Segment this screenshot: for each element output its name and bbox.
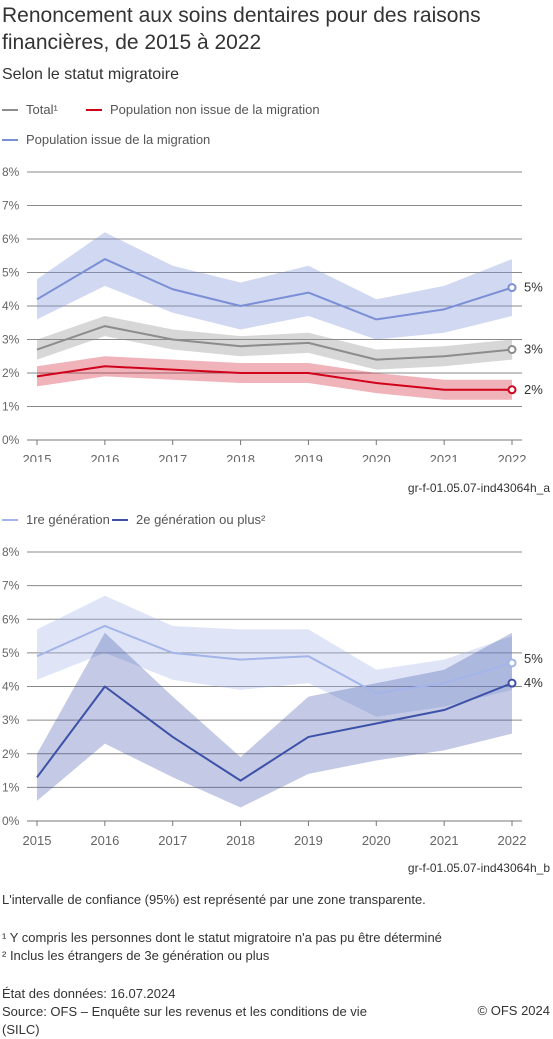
ci-band-total [37, 316, 512, 370]
y-tick-label: 8% [2, 165, 20, 179]
x-tick-label: 2016 [90, 833, 119, 848]
legend-a: Total¹ Population non issue de la migrat… [2, 100, 547, 150]
legend-swatch-migration [2, 138, 18, 141]
legend-item-non-migration: Population non issue de la migration [86, 102, 320, 117]
data-date: État des données: 16.07.2024 [2, 986, 176, 1001]
legend-item-second-gen: 2e génération ou plus² [112, 512, 265, 527]
x-tick-label: 2015 [23, 452, 52, 462]
legend-label-non-migration: Population non issue de la migration [110, 102, 320, 117]
legend-swatch-non-migration [86, 108, 102, 111]
end-marker-migration [507, 283, 517, 293]
series-line-total [36, 325, 513, 361]
y-tick-label: 1% [2, 400, 20, 414]
ci-band-first-gen [37, 595, 512, 717]
x-tick-label: 2022 [498, 452, 527, 462]
legend-item-migration: Population issue de la migration [2, 132, 210, 147]
chart-code-a: gr-f-01.05.07-ind43064h_a [407, 481, 550, 495]
x-tick-label: 2019 [294, 452, 323, 462]
end-label-second-gen: 4% [524, 675, 543, 690]
y-tick-label: 2% [2, 366, 20, 380]
legend-label-second-gen: 2e génération ou plus² [136, 512, 266, 527]
end-label-first-gen: 5% [524, 651, 543, 666]
y-tick-label: 3% [2, 333, 20, 347]
x-tick-label: 2021 [430, 833, 459, 848]
series-line-non-migration [36, 365, 512, 391]
x-tick-label: 2019 [294, 833, 323, 848]
y-tick-label: 0% [2, 814, 20, 828]
series-line-second-gen [36, 682, 513, 782]
end-marker-total [507, 345, 517, 355]
y-tick-label: 6% [2, 612, 20, 626]
legend-item-first-gen: 1re génération [2, 512, 110, 527]
x-tick-label: 2017 [158, 833, 187, 848]
chart-subtitle: Selon le statut migratoire [2, 66, 179, 83]
y-tick-label: 5% [2, 646, 20, 660]
source-line-2: (SILC) [2, 1022, 40, 1037]
x-tick-label: 2018 [226, 452, 255, 462]
legend-label-first-gen: 1re génération [26, 512, 110, 527]
chart-title: Renoncement aux soins dentaires pour des… [2, 4, 481, 54]
end-label-migration: 5% [524, 280, 543, 295]
y-tick-label: 7% [2, 199, 20, 213]
ci-band-migration [37, 232, 512, 340]
ci-band-second-gen [37, 632, 512, 808]
x-tick-label: 2016 [90, 452, 119, 462]
x-tick-label: 2020 [362, 452, 391, 462]
x-tick-label: 2020 [362, 833, 391, 848]
y-tick-label: 4% [2, 680, 20, 694]
footnote-2: ² Inclus les étrangers de 3e génération … [2, 948, 270, 963]
end-marker-non-migration [507, 385, 517, 395]
y-tick-label: 1% [2, 780, 20, 794]
y-tick-label: 4% [2, 299, 20, 313]
credit: © OFS 2024 [477, 1003, 550, 1018]
end-label-total: 3% [524, 342, 543, 357]
x-tick-label: 2021 [430, 452, 459, 462]
legend-label-migration: Population issue de la migration [26, 132, 211, 147]
y-tick-label: 7% [2, 579, 20, 593]
legend-swatch-first-gen [2, 518, 18, 521]
legend-item-total: Total¹ [2, 102, 58, 117]
x-tick-label: 2015 [23, 833, 52, 848]
y-tick-label: 2% [2, 747, 20, 761]
end-marker-second-gen [507, 678, 517, 688]
y-tick-label: 5% [2, 266, 20, 280]
chart-b: 0% 1% 2% 3% 4% 5% 6% 7% 8% 2015 2016 2017 2018 2019 20… [2, 545, 543, 848]
footnote-1: ¹ Y compris les personnes dont le statut… [2, 930, 442, 945]
end-marker-first-gen [507, 658, 517, 668]
series-line-first-gen [36, 624, 513, 695]
chart-a: 0% 1% 2% 3% 4% 5% 6% 7% 8% 2015 2016 2017 2018 2019 20… [2, 165, 543, 462]
y-tick-label: 0% [2, 433, 20, 447]
series-line-migration [36, 258, 513, 321]
end-label-non-migration: 2% [524, 382, 543, 397]
legend-swatch-total [2, 108, 18, 111]
x-tick-label: 2018 [226, 833, 255, 848]
legend-b: 1re génération 2e génération ou plus² [2, 510, 547, 530]
ci-band-non-migration [37, 356, 512, 400]
x-tick-label: 2017 [158, 452, 187, 462]
legend-swatch-second-gen [112, 518, 128, 521]
source-line-1: Source: OFS – Enquête sur les revenus et… [2, 1004, 367, 1019]
y-tick-label: 8% [2, 545, 20, 559]
x-tick-label: 2022 [498, 833, 527, 848]
y-tick-label: 6% [2, 232, 20, 246]
legend-label-total: Total¹ [26, 102, 58, 117]
chart-code-b: gr-f-01.05.07-ind43064h_b [407, 861, 550, 875]
y-tick-label: 3% [2, 713, 20, 727]
ci-note: L'intervalle de confiance (95%) est repr… [2, 892, 426, 907]
